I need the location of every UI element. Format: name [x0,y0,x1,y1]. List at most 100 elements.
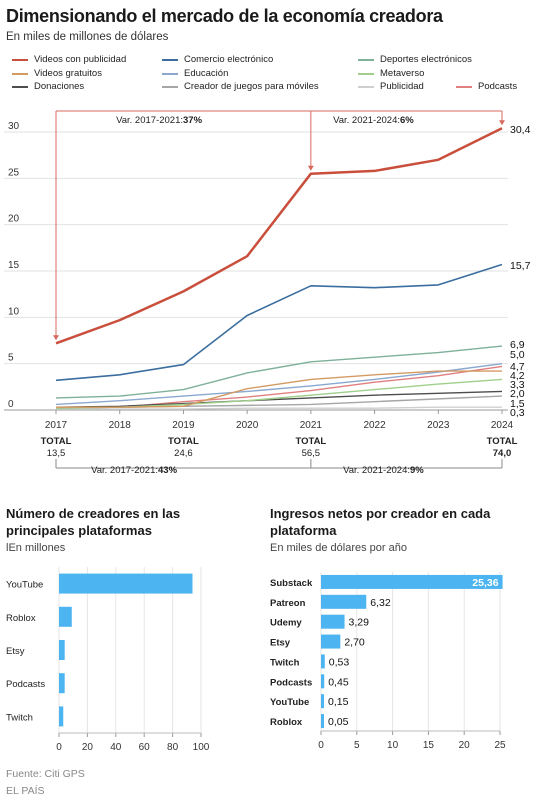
legend-item: Educación [162,68,228,79]
creators-chart-subtitle: lEn millones [6,542,66,554]
bar-x-tick-label: 15 [423,740,435,751]
end-value-label: 0,3 [510,407,525,419]
variation-value: 6% [400,115,414,126]
legend-label: Creador de juegos para móviles [184,81,319,92]
legend-swatch [358,72,374,75]
bar-x-tick-label: 10 [387,740,399,751]
bar-category-label: Twitch [6,712,33,723]
legend-label: Donaciones [34,81,85,92]
legend-swatch [162,72,178,75]
bar [321,674,325,689]
bar-category-label: Twitch [270,657,300,668]
chart-subtitle: En miles de millones de dólares [6,31,169,43]
legend-swatch [162,58,178,61]
bar-value-label: 6,32 [370,597,391,609]
x-tick-label: 2020 [236,420,259,431]
legend-swatch [12,72,28,75]
end-value-label: 4,2 [510,370,525,382]
total-label: TOTAL [168,436,199,447]
legend-swatch [12,85,28,88]
bar-x-tick-label: 20 [82,742,94,753]
y-tick-label: 20 [8,214,20,225]
end-value-label: 1,5 [510,398,525,410]
bar-x-tick-label: 20 [459,740,471,751]
bar-value-label: 0,05 [328,716,349,728]
end-value-label: 6,9 [510,339,525,351]
bar-value-label: 25,36 [472,577,498,589]
legend-label: Podcasts [478,81,518,92]
bar [321,634,341,649]
bar-category-label: YouTube [6,580,43,591]
bar [59,640,65,660]
bar-category-label: Podcasts [270,677,312,688]
annotation-arrowhead [499,120,505,126]
bar-x-tick-label: 0 [56,742,62,753]
legend-label: Videos con publicidad [34,54,127,65]
legend-label: Educación [184,68,229,79]
bar [59,573,193,594]
bar [321,694,324,709]
bar [321,654,325,669]
total-value: 13,5 [47,448,66,459]
y-tick-label: 15 [8,260,20,271]
variation-value: 43% [158,465,178,476]
y-tick-label: 10 [8,306,20,317]
bar-category-label: Roblox [270,717,303,728]
bar-x-tick-label: 40 [110,742,122,753]
series-line [55,263,503,382]
legend-item: Comercio electrónico [162,54,273,65]
bar-category-label: Udemy [270,618,302,629]
legend-item: Videos gratuitos [12,68,102,79]
end-value-label: 30,4 [510,124,531,136]
bar-category-label: Roblox [6,613,36,624]
bar-value-label: 0,45 [328,676,349,688]
legend-item: Videos con publicidad [12,54,126,65]
x-tick-label: 2017 [45,420,68,431]
legend-label: Comercio electrónico [184,54,274,65]
legend-label: Videos gratuitos [34,68,102,79]
bar [59,673,65,694]
publisher-line: EL PAÍS [6,785,45,797]
series-line [55,127,503,345]
x-tick-label: 2018 [109,420,132,431]
variation-label: Var. 2017-2021: [116,115,183,126]
variation-label: Var. 2021-2024: [343,465,410,476]
variation-value: 37% [183,115,203,126]
creators-chart-title: Número de creadores en las principales p… [6,506,181,538]
legend-item: Deportes electrónicos [358,54,472,65]
total-label: TOTAL [41,436,72,447]
bar-category-label: Etsy [270,638,291,649]
bar [321,574,503,589]
legend-swatch [358,85,374,88]
x-tick-label: 2019 [172,420,195,431]
total-label: TOTAL [487,436,518,447]
total-value: 56,5 [302,448,321,459]
bar-value-label: 0,53 [329,656,350,668]
bar-value-label: 3,29 [349,617,370,629]
legend-swatch [12,58,28,61]
y-tick-label: 30 [8,121,20,132]
legend-swatch [456,85,472,88]
bar-category-label: Patreon [270,598,306,609]
legend-item: Creador de juegos para móviles [162,81,319,92]
bar-category-label: Substack [270,578,313,589]
bar-x-tick-label: 80 [167,742,179,753]
end-value-label: 3,3 [510,379,525,391]
x-tick-label: 2023 [427,420,450,431]
end-value-label: 15,7 [510,260,531,272]
bar-category-label: Podcasts [6,679,45,690]
bar [59,606,72,627]
bar-x-tick-label: 100 [193,742,210,753]
legend-label: Metaverso [380,68,425,79]
variation-label: Var. 2017-2021: [91,465,158,476]
variation-value: 9% [410,465,424,476]
legend-item: Publicidad [358,81,424,92]
bar-x-tick-label: 0 [318,740,324,751]
bar-value-label: 2,70 [344,637,365,649]
chart-title: Dimensionando el mercado de la economía … [6,6,443,26]
legend-label: Deportes electrónicos [380,54,472,65]
bar-value-label: 0,15 [328,696,349,708]
total-label: TOTAL [295,436,326,447]
total-value: 24,6 [174,448,193,459]
